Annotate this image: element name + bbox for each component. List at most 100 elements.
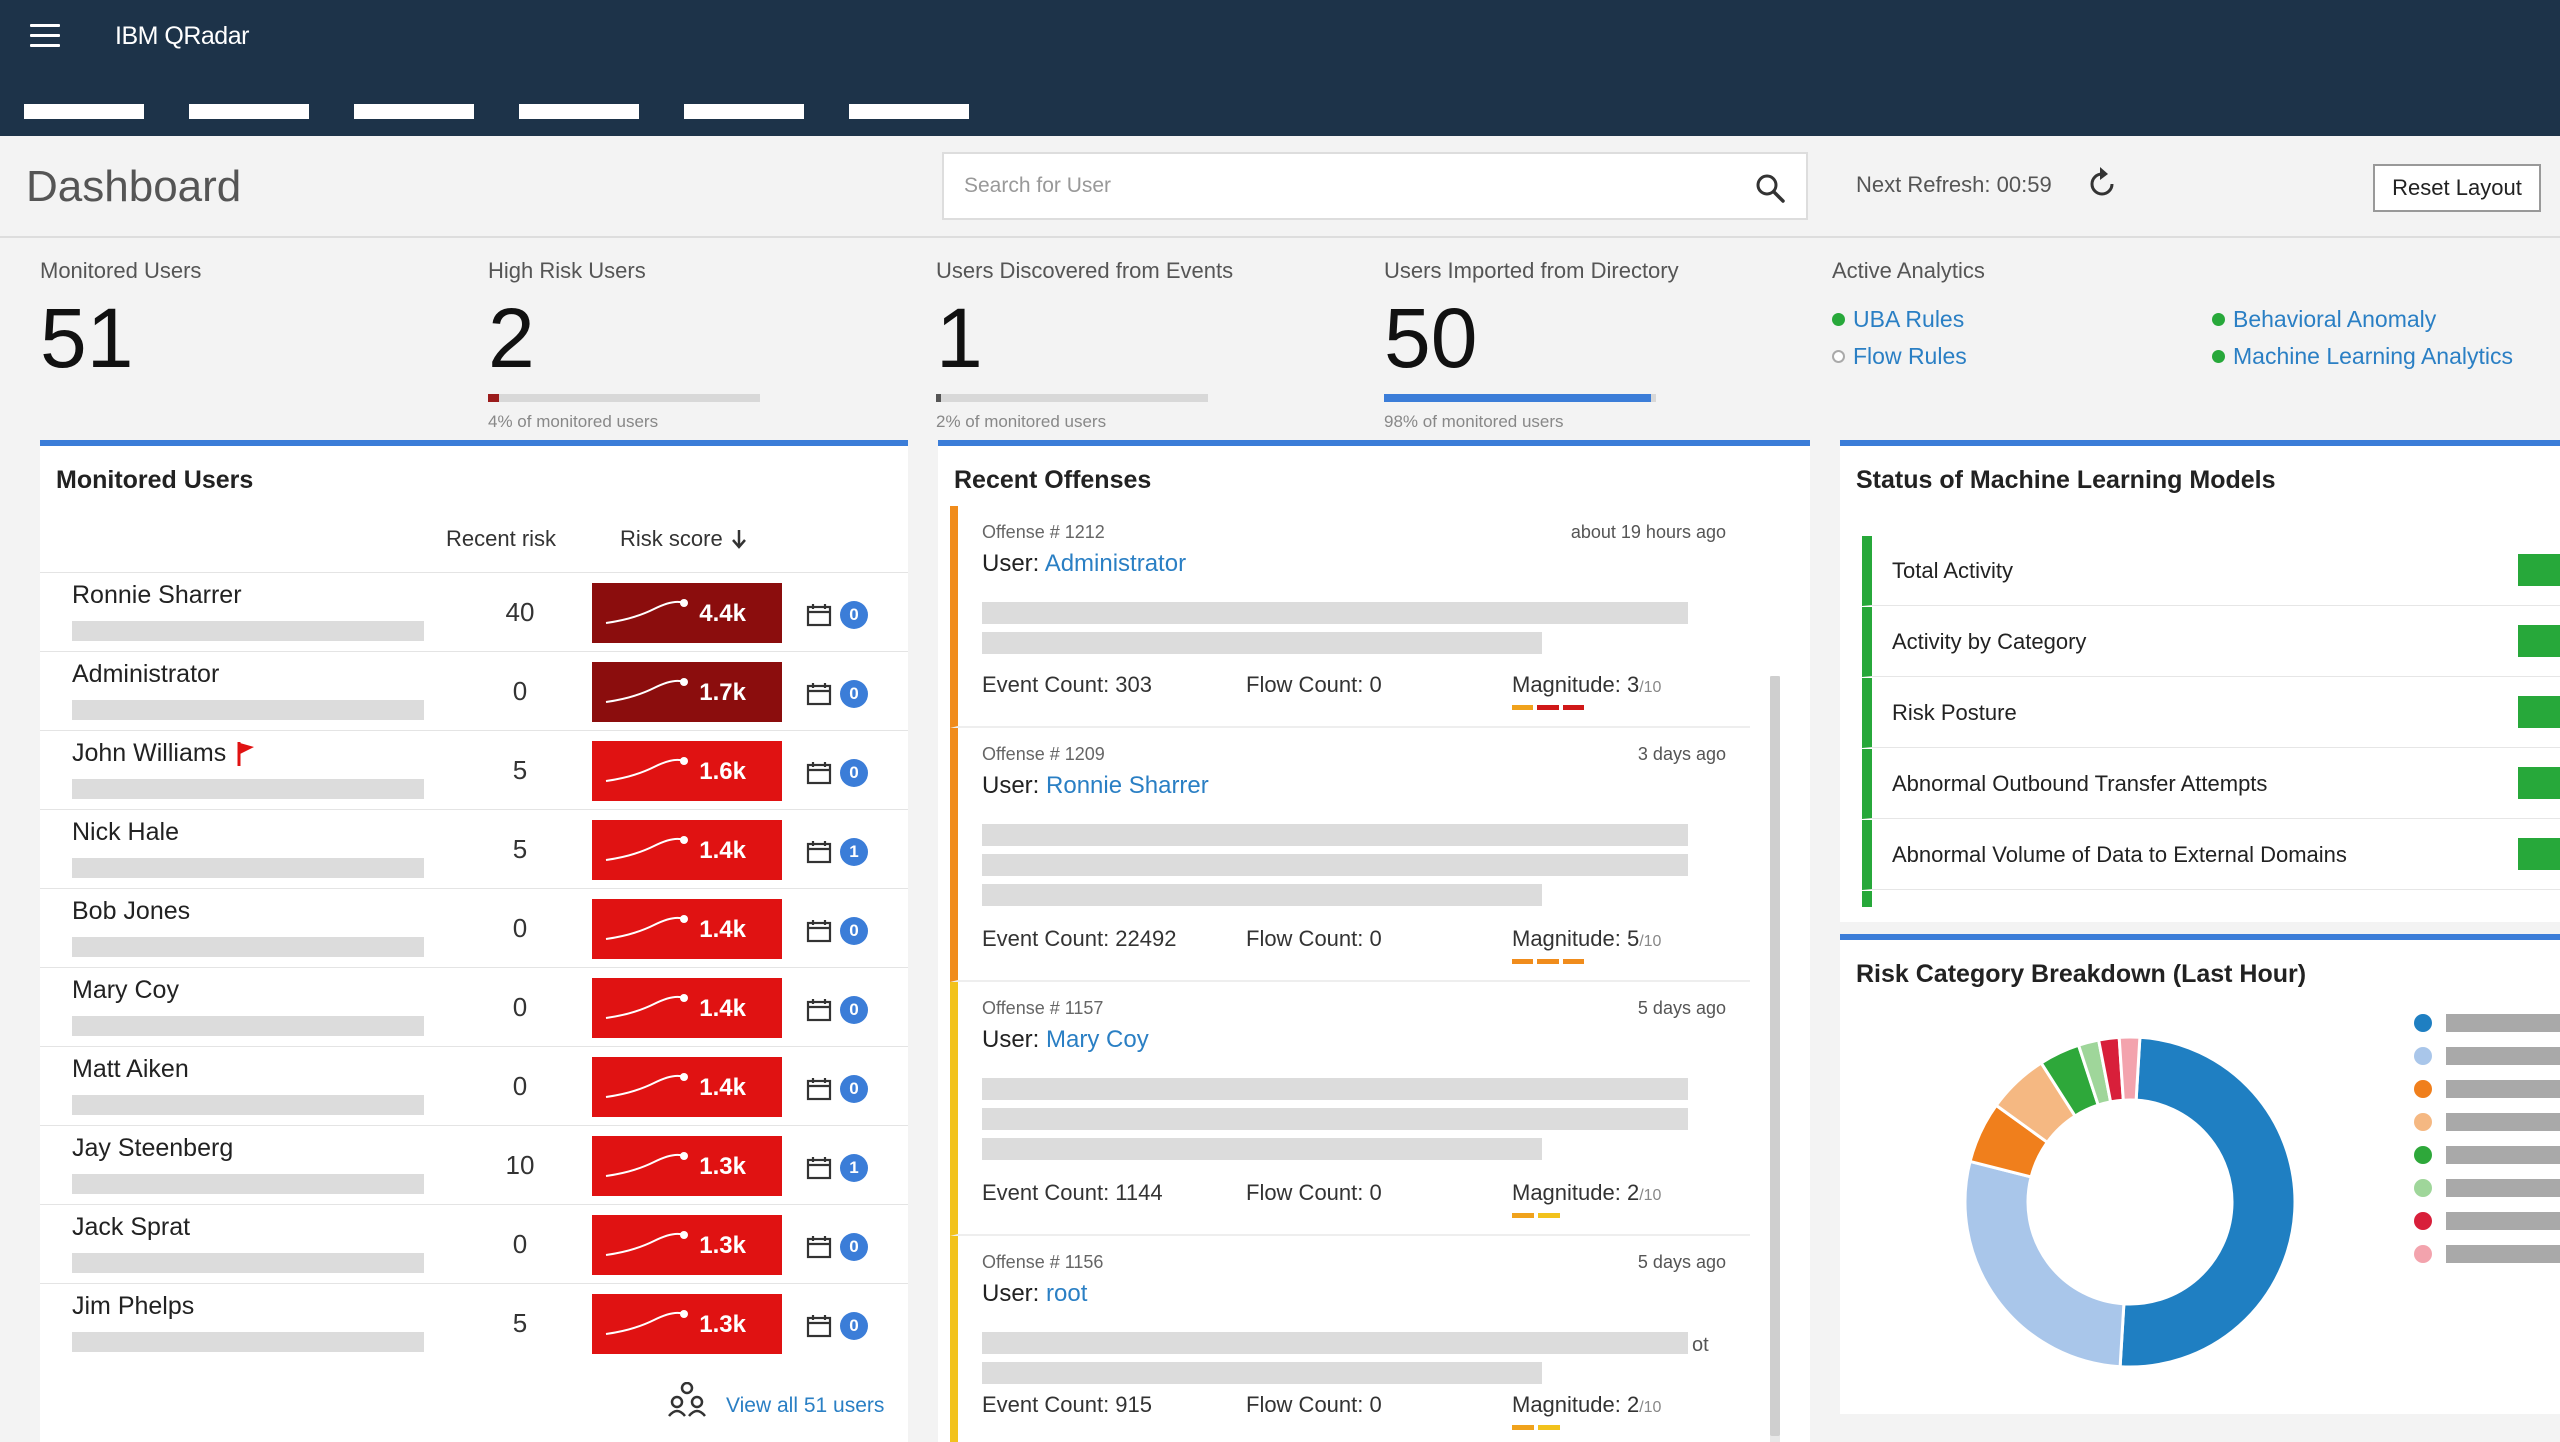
user-row[interactable]: Jim Phelps 5 1.3k 0 (40, 1283, 908, 1363)
risk-score-cell[interactable]: 4.4k (592, 583, 782, 643)
offense-count-badge[interactable]: 0 (840, 1312, 868, 1340)
ml-model-row[interactable]: Abnormal Volume of Data to External Doma… (1862, 820, 2560, 890)
user-name[interactable]: Jim Phelps (72, 1292, 194, 1321)
event-count: Event Count: 303 (982, 672, 1153, 697)
offense-count-badge[interactable]: 0 (840, 759, 868, 787)
nav-tab-1[interactable] (24, 104, 144, 119)
legend-swatch (2414, 1079, 2432, 1098)
analytics-item[interactable]: Machine Learning Analytics (2212, 343, 2542, 370)
offense-count-badge[interactable]: 0 (840, 917, 868, 945)
donut-slice-7[interactable] (2117, 1035, 2142, 1102)
legend-item[interactable] (2414, 1039, 2560, 1072)
offense-count-badge[interactable]: 0 (840, 1075, 868, 1103)
ml-model-row[interactable]: Activity by Category (1862, 607, 2560, 677)
reset-layout-button[interactable]: Reset Layout (2373, 164, 2541, 212)
offense-user-link[interactable]: Administrator (1044, 550, 1187, 577)
user-row[interactable]: Bob Jones 0 1.4k 0 (40, 888, 908, 968)
calendar-icon[interactable] (806, 840, 832, 864)
user-row[interactable]: Mary Coy 0 1.4k 0 (40, 967, 908, 1047)
risk-score-cell[interactable]: 1.7k (592, 662, 782, 722)
risk-score-cell[interactable]: 1.3k (592, 1215, 782, 1275)
legend-item[interactable] (2414, 1204, 2560, 1237)
user-name[interactable]: Jack Sprat (72, 1213, 190, 1242)
calendar-icon[interactable] (806, 1156, 832, 1180)
nav-tab-4[interactable] (519, 104, 639, 119)
user-detail-placeholder (72, 1253, 424, 1273)
user-row[interactable]: John Williams 5 1.6k 0 (40, 730, 908, 810)
nav-tab-5[interactable] (684, 104, 804, 119)
analytics-item[interactable]: Flow Rules (1832, 343, 2212, 370)
legend-item[interactable] (2414, 1105, 2560, 1138)
donut-slice-0[interactable] (2118, 1035, 2297, 1369)
risk-score-cell[interactable]: 1.3k (592, 1294, 782, 1354)
calendar-icon[interactable] (806, 682, 832, 706)
legend-item[interactable] (2414, 1237, 2560, 1270)
risk-score-cell[interactable]: 1.6k (592, 741, 782, 801)
analytics-item[interactable]: Behavioral Anomaly (2212, 306, 2542, 333)
user-row[interactable]: Jay Steenberg 10 1.3k 1 (40, 1125, 908, 1205)
user-name[interactable]: Bob Jones (72, 897, 190, 926)
col-recent-risk[interactable]: Recent risk (446, 526, 557, 551)
offense-card[interactable]: Offense # 1212 about 19 hours ago User: Ad… (950, 506, 1750, 728)
offense-card[interactable]: Offense # 1209 3 days ago User: Ronnie Sha… (950, 728, 1750, 982)
calendar-icon[interactable] (806, 1314, 832, 1338)
ml-model-row[interactable]: Risk Posture (1862, 678, 2560, 748)
user-name[interactable]: Matt Aiken (72, 1055, 189, 1084)
calendar-icon[interactable] (806, 919, 832, 943)
offense-id: Offense # 1156 (982, 1252, 1104, 1272)
offense-count-badge[interactable]: 0 (840, 1233, 868, 1261)
offenses-scrollbar-thumb[interactable] (1770, 676, 1780, 1436)
legend-item[interactable] (2414, 1006, 2560, 1039)
legend-item[interactable] (2414, 1171, 2560, 1204)
ml-model-row[interactable]: Abnormal Outbound Transfer Attempts (1862, 749, 2560, 819)
user-name[interactable]: Mary Coy (72, 976, 179, 1005)
refresh-icon[interactable] (2086, 164, 2120, 200)
user-row[interactable]: Jack Sprat 0 1.3k 0 (40, 1204, 908, 1284)
nav-tab-6[interactable] (849, 104, 969, 119)
offense-count-badge[interactable]: 0 (840, 680, 868, 708)
nav-tab-2[interactable] (189, 104, 309, 119)
user-row[interactable]: Administrator 0 1.7k 0 (40, 651, 908, 731)
col-risk-score[interactable]: Risk score (620, 526, 749, 552)
calendar-icon[interactable] (806, 998, 832, 1022)
calendar-icon[interactable] (806, 761, 832, 785)
offense-user-link[interactable]: root (1046, 1280, 1088, 1307)
user-row[interactable]: Matt Aiken 0 1.4k 0 (40, 1046, 908, 1126)
offense-card[interactable]: Offense # 1156 5 days ago User: root ot Even… (950, 1236, 1750, 1442)
stat-value: 2 (488, 291, 535, 385)
risk-score-cell[interactable]: 1.4k (592, 820, 782, 880)
offense-card[interactable]: Offense # 1157 5 days ago User: Mary Coy Ev… (950, 982, 1750, 1236)
offense-count-badge[interactable]: 1 (840, 838, 868, 866)
user-name[interactable]: Nick Hale (72, 818, 179, 847)
risk-score-cell[interactable]: 1.4k (592, 1057, 782, 1117)
user-name[interactable]: Ronnie Sharrer (72, 581, 242, 610)
search-icon[interactable] (1754, 172, 1786, 204)
user-name[interactable]: John Williams (72, 739, 256, 768)
calendar-icon[interactable] (806, 1235, 832, 1259)
user-search-input[interactable] (944, 154, 1724, 218)
user-row[interactable]: Nick Hale 5 1.4k 1 (40, 809, 908, 889)
nav-tab-3[interactable] (354, 104, 474, 119)
calendar-icon[interactable] (806, 1077, 832, 1101)
ml-model-row[interactable]: Total Activity (1862, 536, 2560, 606)
user-name-text: Jay Steenberg (72, 1134, 234, 1162)
legend-item[interactable] (2414, 1072, 2560, 1105)
view-all-users-link[interactable]: View all 51 users (726, 1394, 885, 1417)
donut-slice-1[interactable] (1963, 1159, 2126, 1369)
offense-user-link[interactable]: Ronnie Sharrer (1046, 772, 1209, 799)
user-row[interactable]: Ronnie Sharrer 40 4.4k 0 (40, 572, 908, 652)
risk-score-cell[interactable]: 1.3k (592, 1136, 782, 1196)
legend-item[interactable] (2414, 1138, 2560, 1171)
user-name[interactable]: Administrator (72, 660, 219, 689)
offense-count-badge[interactable]: 0 (840, 601, 868, 629)
calendar-icon[interactable] (806, 603, 832, 627)
analytics-item[interactable]: UBA Rules (1832, 306, 2212, 333)
offense-count-badge[interactable]: 1 (840, 1154, 868, 1182)
risk-score-cell[interactable]: 1.4k (592, 899, 782, 959)
risk-score-cell[interactable]: 1.4k (592, 978, 782, 1038)
user-name[interactable]: Jay Steenberg (72, 1134, 233, 1163)
offense-count-badge[interactable]: 0 (840, 996, 868, 1024)
status-active-icon (2212, 350, 2225, 363)
offense-user-link[interactable]: Mary Coy (1046, 1026, 1149, 1053)
menu-icon[interactable] (30, 24, 60, 48)
